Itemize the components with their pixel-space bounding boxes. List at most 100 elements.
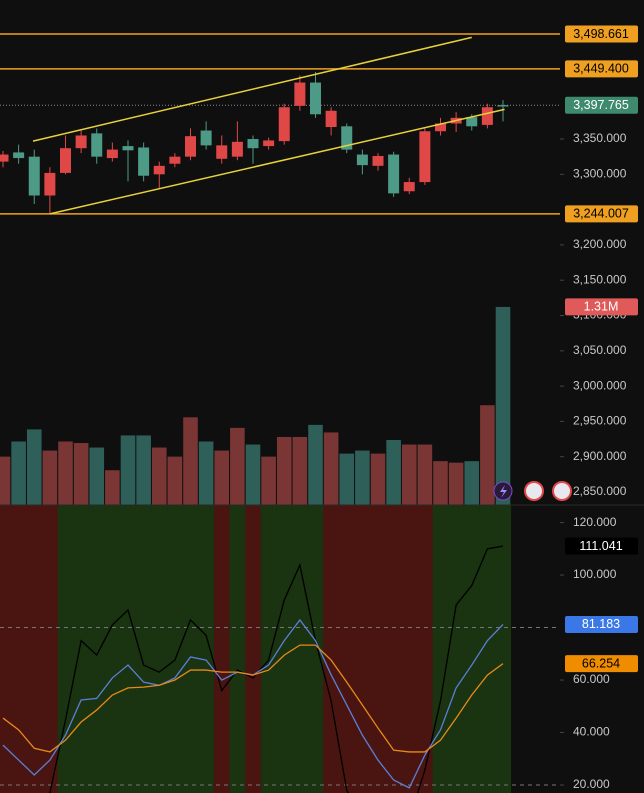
candle-body — [216, 145, 228, 159]
regime-band — [182, 505, 199, 793]
candle-body — [356, 154, 368, 166]
last-price-tag-bg — [565, 96, 638, 114]
volume-tag: 1.31M — [584, 300, 619, 314]
volume-bar — [42, 450, 58, 505]
candle-body — [200, 130, 212, 146]
regime-band — [260, 505, 277, 793]
regime-band — [479, 505, 496, 793]
level-tag-bg — [565, 205, 638, 223]
candle-body — [138, 147, 150, 176]
volume-bar — [370, 453, 386, 505]
indicator-pane — [0, 545, 560, 793]
candle-body — [60, 148, 71, 173]
candle-body — [481, 107, 493, 125]
regime-band — [495, 505, 512, 793]
y-tick-label: 120.000 — [573, 515, 617, 529]
icon — [500, 485, 507, 498]
y-tick-label: 2,900.000 — [573, 449, 627, 463]
indicator-line — [48, 545, 504, 793]
regime-band — [104, 505, 121, 793]
regime-band — [245, 505, 262, 793]
indicator-line — [2, 644, 504, 753]
volume-bar — [355, 450, 370, 505]
candle-body — [185, 136, 196, 157]
volume-bar — [89, 447, 105, 505]
volume-bar — [183, 417, 198, 505]
volume-bar — [276, 436, 292, 505]
y-tick-label: 40.000 — [573, 725, 610, 739]
candle-body — [372, 155, 384, 166]
volume-tag-bg — [565, 298, 638, 316]
regime-band — [385, 505, 402, 793]
regime-band — [448, 505, 465, 793]
volume-bar — [73, 443, 89, 505]
volume-bar — [167, 456, 183, 505]
candle-body — [122, 146, 134, 151]
volume-bar — [11, 441, 26, 505]
volume-bar — [480, 405, 495, 505]
volume-bar — [214, 450, 230, 505]
regime-band — [370, 505, 387, 793]
candle-body — [231, 141, 243, 157]
volume-bar — [120, 435, 136, 505]
indicator-tag: 111.041 — [579, 539, 622, 553]
regime-band — [167, 505, 183, 793]
candle-body — [91, 133, 103, 157]
axis: 3,350.0003,300.0003,200.0003,150.0003,10… — [560, 25, 638, 791]
indicator-tag-bg — [565, 537, 638, 555]
indicator-background — [0, 505, 512, 793]
candle-body — [310, 82, 321, 115]
volume-bar — [0, 456, 11, 505]
regime-band — [417, 505, 433, 793]
regime-band — [463, 505, 480, 793]
volume-bar — [136, 435, 151, 505]
regime-band — [120, 505, 137, 793]
candle-body — [169, 156, 181, 164]
y-tick-label: 100.000 — [573, 567, 617, 581]
level-tag-bg — [565, 25, 638, 43]
regime-band — [0, 505, 12, 793]
volume-bar — [323, 432, 339, 505]
volume-bar — [105, 470, 120, 505]
regime-band — [323, 505, 340, 793]
level-tag-bg — [565, 60, 638, 78]
volume-bar — [308, 424, 323, 505]
regime-band — [73, 505, 90, 793]
indicator-tag: 81.183 — [582, 617, 620, 631]
regime-band — [307, 505, 324, 793]
candle-body — [263, 140, 275, 147]
candle-body — [435, 123, 446, 132]
volume-bar — [433, 461, 448, 505]
candle-body — [403, 182, 415, 192]
volume-bar — [261, 456, 276, 505]
regime-band — [229, 505, 246, 793]
icon[interactable] — [524, 481, 544, 501]
regime-band — [292, 505, 308, 793]
volume-bar — [26, 429, 42, 505]
level-tag: 3,449.400 — [573, 62, 629, 76]
y-tick-label: 3,300.000 — [573, 166, 627, 180]
candle-body — [75, 135, 87, 149]
candle-body — [497, 105, 509, 107]
icon[interactable] — [552, 481, 572, 501]
candle-body — [325, 110, 337, 128]
regime-band — [354, 505, 371, 793]
level-tag: 3,244.007 — [573, 207, 629, 221]
regime-band — [26, 505, 43, 793]
y-tick-label: 2,950.000 — [573, 414, 627, 428]
event-icons — [493, 481, 572, 501]
indicator-tag-bg — [565, 615, 638, 633]
regime-band — [135, 505, 152, 793]
candle-body — [466, 117, 478, 127]
volume-bar — [448, 462, 464, 505]
last-price-tag: 3,397.765 — [573, 98, 629, 112]
volume-bar — [386, 439, 401, 505]
y-tick-label: 60.000 — [573, 672, 610, 686]
volume-bar — [198, 441, 214, 505]
y-tick-label: 3,000.000 — [573, 378, 627, 392]
y-tick-label: 3,350.000 — [573, 131, 627, 145]
trendline — [32, 36, 472, 142]
regime-band — [10, 505, 27, 793]
level-tag: 3,498.661 — [573, 27, 629, 41]
